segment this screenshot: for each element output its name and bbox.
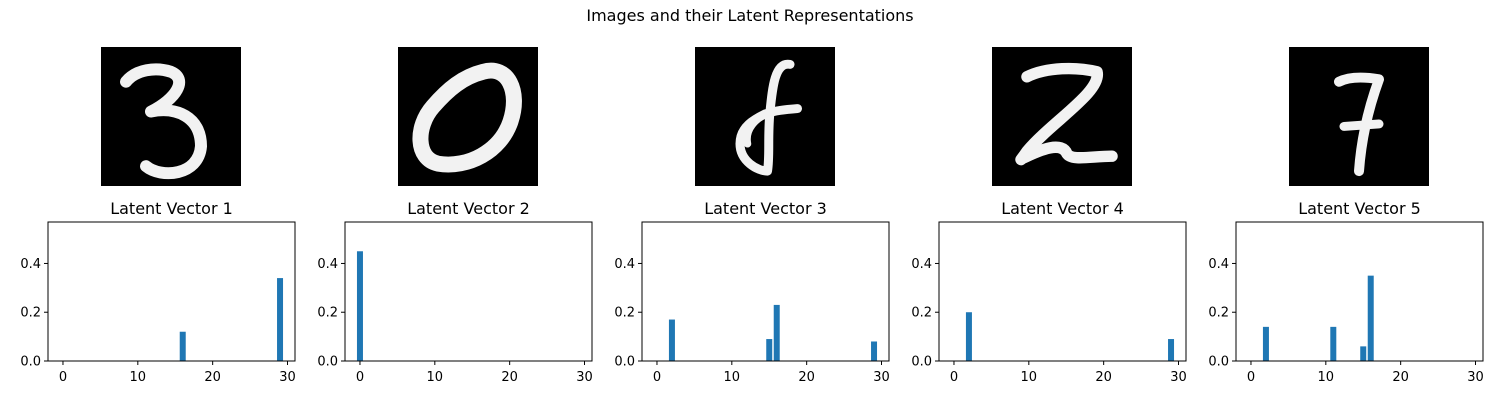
x-tick-label: 30 [1467,370,1484,385]
bar [668,319,675,361]
y-tick-label: 0.0 [911,355,932,370]
x-tick-label: 10 [724,370,741,385]
latent-chart-2: Latent Vector 2 0 10 20 30 0.0 0.2 0.4 [317,199,592,385]
bar [277,278,284,361]
x-tick-label: 0 [59,370,67,385]
y-tick-label: 0.0 [20,355,41,370]
x-tick-label: 30 [279,370,296,385]
latent-chart-3: Latent Vector 3 0 10 20 30 0.0 0.2 0.4 [614,199,889,385]
digit-image-1 [101,47,241,186]
digit-image-4 [992,47,1132,186]
y-tick-label: 0.0 [1208,355,1229,370]
y-tick-label: 0.4 [614,257,635,272]
bar [179,331,186,361]
bar [871,341,878,361]
latent-chart-5: Latent Vector 5 0 10 20 30 0.0 0.2 0.4 [1208,199,1483,385]
axes-frame [938,221,1187,362]
axes-frame [641,221,890,362]
latent-chart-4: Latent Vector 4 0 10 20 30 0.0 0.2 0.4 [911,199,1186,385]
chart-title: Latent Vector 2 [407,199,530,218]
y-tick-label: 0.2 [911,306,932,321]
x-tick-label: 20 [501,370,518,385]
x-tick-label: 0 [950,370,958,385]
latent-chart-1: Latent Vector 1 0 10 20 30 0.0 0.2 0.4 [20,199,295,385]
y-tick-label: 0.4 [20,257,41,272]
bar [1330,326,1337,361]
x-tick-label: 30 [1170,370,1187,385]
chart-title: Latent Vector 3 [704,199,827,218]
axes-frame [1235,221,1484,362]
x-tick-label: 10 [1021,370,1038,385]
bar [1168,339,1175,361]
bar [1360,346,1367,361]
y-tick-label: 0.4 [1208,257,1229,272]
latent-charts: Latent Vector 1 0 10 20 30 0.0 0.2 0.4 Latent … [20,199,1483,385]
digit-image-5 [1289,47,1429,186]
chart-title: Latent Vector 1 [110,199,233,218]
y-tick-label: 0.4 [911,257,932,272]
x-tick-label: 0 [356,370,364,385]
x-tick-label: 20 [204,370,221,385]
digit-image-2 [398,47,538,186]
x-tick-label: 30 [873,370,890,385]
x-tick-label: 10 [130,370,147,385]
chart-title: Latent Vector 5 [1298,199,1421,218]
bar [1367,275,1374,361]
y-tick-label: 0.0 [317,355,338,370]
y-tick-label: 0.4 [317,257,338,272]
y-tick-label: 0.2 [317,306,338,321]
x-tick-label: 20 [1392,370,1409,385]
bar [965,312,972,361]
x-tick-label: 0 [1247,370,1255,385]
digit-image-3 [695,47,835,186]
x-tick-label: 20 [1095,370,1112,385]
x-tick-label: 0 [653,370,661,385]
bar [356,251,363,361]
y-tick-label: 0.2 [614,306,635,321]
x-tick-label: 10 [427,370,444,385]
y-tick-label: 0.2 [1208,306,1229,321]
y-tick-label: 0.2 [20,306,41,321]
bar [1262,326,1269,361]
x-tick-label: 30 [576,370,593,385]
axes-frame [344,221,593,362]
axes-frame [47,221,296,362]
x-tick-label: 20 [798,370,815,385]
bar [773,304,780,361]
x-tick-label: 10 [1318,370,1335,385]
y-tick-label: 0.0 [614,355,635,370]
figure-title: Images and their Latent Representations [586,6,914,25]
chart-title: Latent Vector 4 [1001,199,1124,218]
bar [766,339,773,361]
